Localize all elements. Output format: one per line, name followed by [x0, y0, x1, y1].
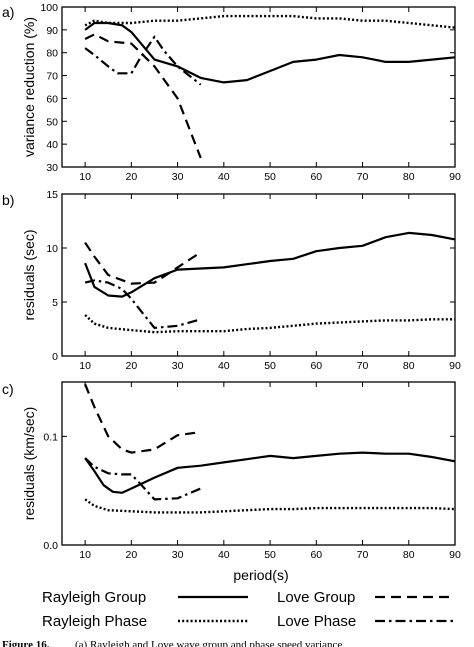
- x-tick-label: 40: [218, 549, 230, 561]
- y-tick-label: 100: [40, 2, 58, 14]
- y-tick-label: 15: [46, 189, 58, 201]
- series-rayleigh-phase: [84, 498, 456, 514]
- caption-text: (a) Rayleigh and Love wave group and pha…: [75, 639, 342, 647]
- x-tick-label: 80: [403, 171, 415, 183]
- y-tick-label: 0.0: [43, 540, 58, 552]
- x-tick-label: 10: [79, 360, 91, 372]
- x-tick-label: 90: [449, 549, 461, 561]
- x-tick-label: 80: [403, 360, 415, 372]
- x-tick-label: 90: [449, 171, 461, 183]
- x-tick-label: 10: [79, 549, 91, 561]
- x-tick-label: 30: [172, 360, 184, 372]
- series-love-phase: [84, 35, 202, 86]
- x-tick-label: 50: [264, 171, 276, 183]
- series-rayleigh-phase: [84, 14, 456, 29]
- y-tick-label: 70: [46, 71, 58, 83]
- series-love-phase: [84, 457, 202, 501]
- x-tick-label: 60: [310, 360, 322, 372]
- plot-frame: [61, 6, 456, 168]
- series-rayleigh-phase: [84, 314, 455, 334]
- x-tick-label: 50: [264, 549, 276, 561]
- series-love-group: [84, 383, 201, 454]
- legend-label: Love Group: [277, 589, 355, 606]
- y-tick-label: 50: [46, 116, 58, 128]
- series-love-phase: [84, 279, 201, 329]
- y-tick-label: 30: [46, 162, 58, 174]
- x-tick-label: 20: [126, 360, 138, 372]
- x-tick-label: 30: [172, 549, 184, 561]
- y-tick-label: 0: [52, 351, 58, 363]
- x-tick-label: 20: [126, 171, 138, 183]
- series-rayleigh-group: [84, 451, 456, 494]
- x-tick-label: 70: [357, 171, 369, 183]
- y-tick-label: 90: [46, 25, 58, 37]
- x-tick-label: 40: [218, 171, 230, 183]
- y-axis-label: residuals (sec): [21, 229, 37, 320]
- plot-frame: [61, 193, 456, 357]
- x-tick-label: 30: [172, 171, 184, 183]
- plot-frame: [61, 381, 456, 546]
- series-rayleigh-group: [84, 231, 456, 298]
- x-axis-label: period(s): [233, 567, 288, 583]
- legend-label: Rayleigh Group: [42, 589, 146, 606]
- legend-label: Rayleigh Phase: [42, 613, 147, 630]
- legend: Rayleigh Group Love Group Rayleigh Phase Lo…: [42, 589, 455, 630]
- y-axis-label: residuals (km/sec): [21, 407, 37, 521]
- caption: Figure 16. (a) Rayleigh and Love wave gr…: [2, 639, 342, 647]
- x-tick-label: 10: [79, 171, 91, 183]
- legend-label: Love Phase: [277, 613, 356, 630]
- x-tick-label: 20: [126, 549, 138, 561]
- y-tick-label: 80: [46, 48, 58, 60]
- x-tick-label: 40: [218, 360, 230, 372]
- panel-3: c) residuals (km/sec) 10 20 30 40 50 60 70 80 90 0.…: [2, 381, 461, 561]
- y-tick-label: 5: [52, 297, 58, 309]
- x-tick-label: 70: [357, 549, 369, 561]
- x-tick-label: 70: [357, 360, 369, 372]
- y-tick-label: 0.1: [43, 431, 58, 443]
- series-rayleigh-group: [84, 21, 456, 84]
- y-tick-label: 10: [46, 243, 58, 255]
- x-tick-label: 60: [310, 171, 322, 183]
- panel-label: a): [2, 4, 14, 20]
- y-axis-label: variance reduction (%): [21, 17, 37, 157]
- panel-1: a) variance reduction (%) 10 20 30 40 50 60 70 80…: [2, 2, 461, 183]
- y-tick-label: 40: [46, 139, 58, 151]
- series-love-group: [84, 33, 202, 159]
- x-tick-label: 50: [264, 360, 276, 372]
- x-tick-label: 80: [403, 549, 415, 561]
- panel-2: b) residuals (sec) 10 20 30 40 50 60 70 80 90 0 5 10 1…: [2, 189, 461, 372]
- caption-label: Figure 16.: [2, 639, 50, 647]
- panel-label: c): [2, 381, 14, 397]
- x-tick-label: 60: [310, 549, 322, 561]
- panel-label: b): [2, 192, 14, 208]
- x-tick-label: 90: [449, 360, 461, 372]
- series-love-group: [84, 241, 202, 285]
- y-tick-label: 60: [46, 93, 58, 105]
